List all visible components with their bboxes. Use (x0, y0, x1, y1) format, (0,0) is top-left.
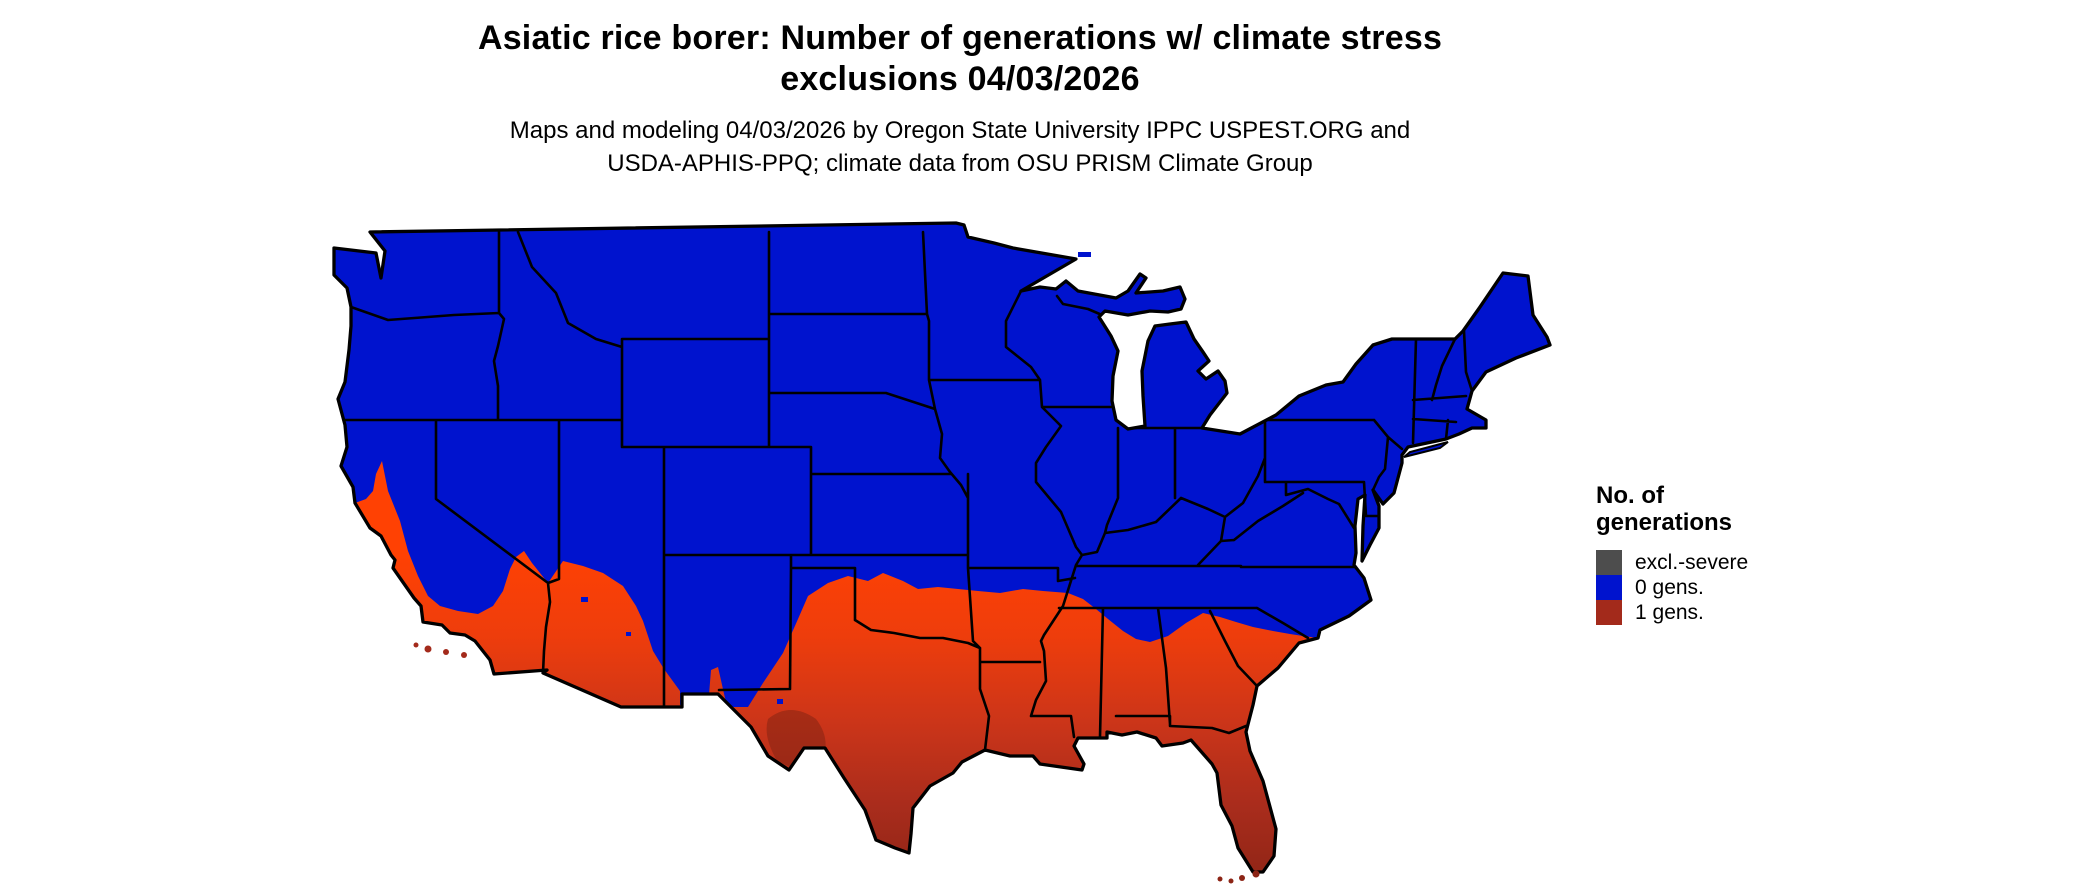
blue-speck-az-1 (581, 597, 588, 602)
map-fill-layers (334, 223, 1550, 872)
legend-swatch-0-gens (1596, 575, 1622, 600)
legend: No. of generations excl.-severe 0 gens. … (1596, 482, 1896, 625)
legend-item-excl-severe: excl.-severe (1596, 550, 1896, 575)
map-title-line-2: exclusions 04/03/2026 (780, 60, 1140, 98)
florida-keys-3 (1239, 875, 1245, 881)
legend-rows: excl.-severe 0 gens. 1 gens. (1596, 550, 1896, 625)
blue-speck-az-2 (626, 632, 631, 636)
one-gen-region-california (355, 461, 550, 674)
legend-label-1-gens: 1 gens. (1635, 600, 1704, 624)
isle-royale (1078, 252, 1091, 257)
blue-speck-tx-guadalupe (777, 699, 783, 704)
legend-swatch-1-gens (1596, 600, 1622, 625)
map-title-line-1: Asiatic rice borer: Number of generation… (477, 19, 1443, 57)
long-island (1403, 441, 1449, 458)
us-outline (332, 221, 1552, 874)
channel-island-4 (413, 642, 419, 648)
channel-island-2 (443, 649, 449, 655)
legend-title-line-1: No. of (1596, 482, 1664, 509)
us-generations-map (332, 221, 1552, 884)
header: Asiatic rice borer: Number of generation… (0, 18, 1920, 180)
state-borders (338, 230, 1474, 752)
us-map-container (328, 221, 1560, 891)
florida-keys-4 (1252, 870, 1260, 878)
legend-item-1-gens: 1 gens. (1596, 600, 1896, 625)
map-subtitle-line-2: USDA-APHIS-PPQ; climate data from OSU PR… (607, 150, 1313, 177)
legend-label-excl-severe: excl.-severe (1635, 550, 1749, 574)
legend-title-line-2: generations (1596, 509, 1733, 536)
channel-island-3 (461, 652, 467, 658)
legend-swatch-excl-severe (1596, 550, 1622, 575)
florida-keys-1 (1217, 876, 1223, 882)
florida-keys-2 (1228, 878, 1234, 884)
map-subtitle-line-1: Maps and modeling 04/03/2026 by Oregon S… (509, 117, 1411, 144)
map-subtitle: Maps and modeling 04/03/2026 by Oregon S… (0, 114, 1920, 180)
legend-label-0-gens: 0 gens. (1635, 575, 1704, 599)
legend-item-0-gens: 0 gens. (1596, 575, 1896, 600)
legend-title: No. of generations (1596, 482, 1896, 536)
channel-island-1 (424, 645, 432, 653)
